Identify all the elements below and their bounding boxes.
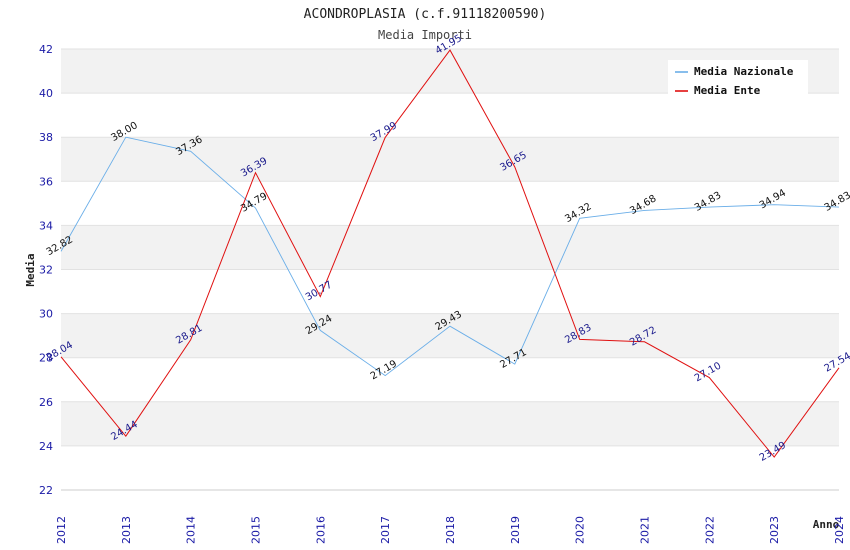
y-tick-label: 36 (39, 175, 53, 188)
series-line-media-nazionale (60, 136, 840, 377)
x-tick-label: 2013 (120, 516, 133, 544)
series-line-media-ente (60, 49, 840, 458)
y-tick-label: 26 (39, 396, 53, 409)
y-tick-labels: 22 24 26 28 30 32 34 36 38 40 42 (39, 43, 53, 497)
plot-band (61, 313, 839, 358)
y-tick-label: 24 (39, 440, 53, 453)
x-tick-label: 2015 (250, 516, 263, 544)
legend-label-media-ente: Media Ente (694, 84, 761, 97)
series-lines (60, 49, 840, 458)
y-axis-label: Media (24, 253, 37, 286)
x-tick-label: 2019 (509, 516, 522, 544)
x-axis-label: Anno (813, 518, 840, 531)
y-tick-label: 34 (39, 219, 53, 232)
y-tick-label: 38 (39, 131, 53, 144)
y-tick-label: 30 (39, 308, 53, 321)
x-tick-label: 2020 (574, 516, 587, 544)
x-tick-label: 2012 (55, 516, 68, 544)
plot-band (61, 93, 839, 138)
plot-band (61, 225, 839, 270)
legend-box (668, 60, 808, 98)
plot-band (61, 137, 839, 182)
x-tick-label: 2017 (379, 516, 392, 544)
x-tick-label: 2023 (768, 516, 781, 544)
y-tick-label: 28 (39, 352, 53, 365)
y-tick-label: 22 (39, 484, 53, 497)
plot-band (61, 445, 839, 490)
chart-subtitle: Media Importi (378, 28, 472, 42)
x-tick-label: 2018 (444, 516, 457, 544)
legend-label-media-nazionale: Media Nazionale (694, 65, 794, 78)
x-tick-labels: 2012 2013 2014 2015 2016 2017 2018 2019 2020 2021… (55, 516, 846, 544)
plot-band (61, 269, 839, 314)
chart-title: ACONDROPLASIA (c.f.91118200590) (304, 7, 547, 22)
x-tick-label: 2022 (703, 516, 716, 544)
plot-band (61, 401, 839, 446)
x-tick-label: 2024 (833, 516, 846, 544)
y-tick-label: 42 (39, 43, 53, 56)
plot-bands (61, 49, 839, 490)
x-tick-label: 2016 (314, 516, 327, 544)
plot-band (61, 357, 839, 402)
x-tick-label: 2014 (185, 516, 198, 544)
plot-band (61, 181, 839, 226)
legend: Media Nazionale Media Ente (668, 60, 808, 98)
y-tick-label: 32 (39, 264, 53, 277)
y-tick-label: 40 (39, 87, 53, 100)
x-tick-label: 2021 (639, 516, 652, 544)
